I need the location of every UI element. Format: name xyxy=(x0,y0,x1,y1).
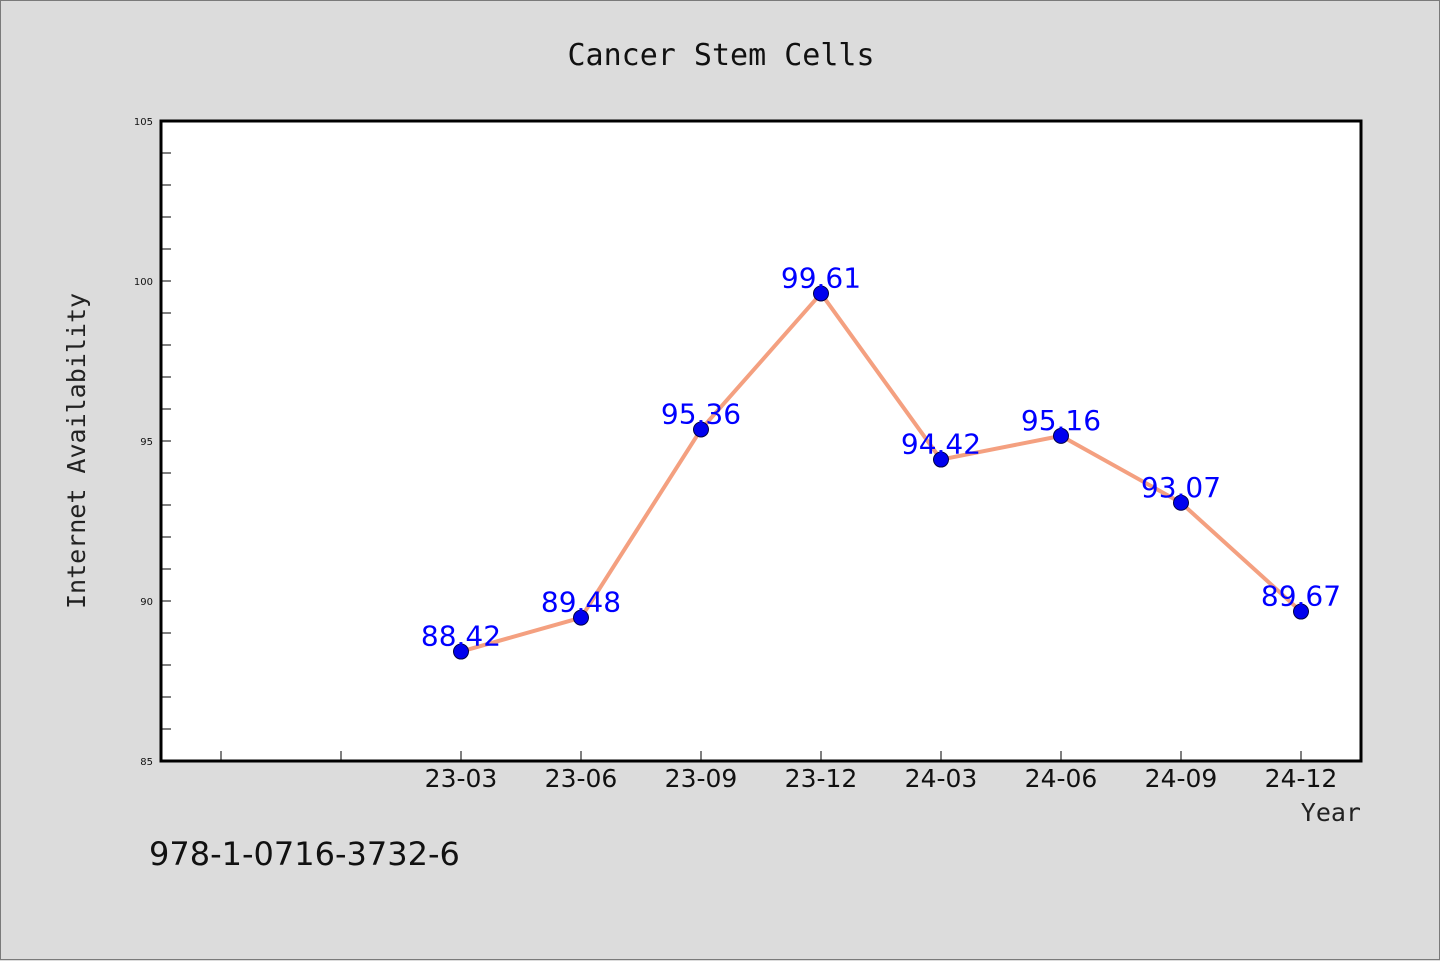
data-point xyxy=(933,451,949,468)
data-point xyxy=(1293,603,1309,620)
data-point xyxy=(1053,427,1069,444)
data-point xyxy=(453,643,469,660)
y-tick-label: 90 xyxy=(140,597,153,608)
x-tick-label: 23-03 xyxy=(425,764,498,793)
y-tick-label: 85 xyxy=(140,757,153,768)
data-point xyxy=(1173,494,1189,511)
axis-ticks: 85 90 95 100 105 23-03 23-06 23-09 23-12 24-03 24-… xyxy=(134,117,1337,793)
y-tick-label: 100 xyxy=(134,277,153,288)
data-labels-layer: 88.42 89.48 95.36 99.61 94.42 95.16 93.07 89.67 xyxy=(421,261,1341,652)
x-tick-label: 24-09 xyxy=(1145,764,1218,793)
data-label: 89.67 xyxy=(1261,580,1341,613)
series-line xyxy=(460,291,1303,654)
x-tick-label: 23-09 xyxy=(665,764,738,793)
data-point xyxy=(813,285,829,302)
x-tick-label: 23-12 xyxy=(785,764,858,793)
x-tick-label: 24-03 xyxy=(905,764,978,793)
plot-area xyxy=(161,121,1361,761)
series-layer xyxy=(453,285,1309,660)
data-label: 93.07 xyxy=(1141,471,1221,504)
isbn-footer: 978-1-0716-3732-6 xyxy=(149,835,460,873)
y-axis-label: Internet Availability xyxy=(62,293,91,609)
data-label: 95.16 xyxy=(1021,404,1101,437)
plot-border xyxy=(159,119,1363,763)
x-axis-label: Year xyxy=(1301,798,1361,827)
x-tick-label: 24-12 xyxy=(1265,764,1338,793)
data-label: 89.48 xyxy=(541,586,621,619)
data-label: 99.61 xyxy=(781,261,861,294)
x-tick-label: 24-06 xyxy=(1025,764,1098,793)
y-tick-label: 105 xyxy=(134,117,153,128)
data-label: 94.42 xyxy=(901,428,981,461)
data-point xyxy=(573,609,589,626)
data-point xyxy=(693,421,709,438)
y-tick-label: 95 xyxy=(140,437,153,448)
chart-title: Cancer Stem Cells xyxy=(567,38,874,73)
x-tick-label: 23-06 xyxy=(545,764,618,793)
data-label: 88.42 xyxy=(421,620,501,653)
data-label: 95.36 xyxy=(661,397,741,430)
